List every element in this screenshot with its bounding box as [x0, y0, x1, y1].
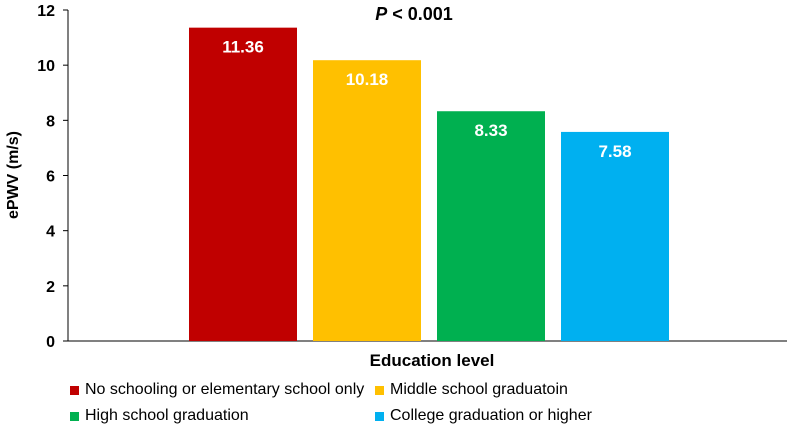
- data-label: 10.18: [346, 70, 389, 89]
- legend: No schooling or elementary school only Mi…: [70, 380, 670, 426]
- data-label: 11.36: [222, 38, 264, 57]
- data-label: 8.33: [474, 121, 507, 140]
- x-axis-label: Education level: [370, 351, 495, 370]
- legend-item: High school graduation: [70, 406, 375, 426]
- chart-title-rest: < 0.001: [387, 4, 453, 24]
- bar: [561, 131, 669, 341]
- legend-swatch: [70, 411, 79, 421]
- chart-title: P < 0.001: [375, 4, 453, 24]
- y-axis: 0 2 4 6 8 10 12: [37, 3, 787, 351]
- legend-swatch: [375, 411, 384, 421]
- bar: [189, 27, 297, 342]
- legend-item: College graduation or higher: [375, 406, 655, 426]
- legend-label: College graduation or higher: [390, 407, 592, 424]
- data-label: 7.58: [598, 142, 631, 161]
- data-labels: 11.36 10.18 8.33 7.58: [222, 38, 631, 161]
- legend-swatch: [375, 385, 384, 395]
- chart-title-p: P: [375, 4, 388, 24]
- legend-label: Middle school graduatoin: [390, 381, 568, 398]
- bars: [189, 27, 669, 342]
- legend-swatch: [70, 385, 79, 395]
- y-axis-label: ePWV (m/s): [5, 131, 22, 219]
- y-tick-label: 10: [37, 58, 55, 75]
- legend-item: No schooling or elementary school only: [70, 380, 375, 400]
- y-tick-label: 8: [46, 113, 55, 130]
- legend-label: High school graduation: [85, 407, 249, 424]
- y-tick-label: 4: [46, 224, 55, 241]
- bar: [313, 60, 421, 342]
- y-tick-label: 12: [37, 3, 55, 20]
- y-tick-label: 2: [46, 279, 55, 296]
- legend-item: Middle school graduatoin: [375, 380, 655, 400]
- y-tick-label: 6: [46, 169, 55, 186]
- y-tick-label: 0: [46, 334, 55, 351]
- legend-label: No schooling or elementary school only: [85, 381, 365, 398]
- bar: [437, 111, 545, 341]
